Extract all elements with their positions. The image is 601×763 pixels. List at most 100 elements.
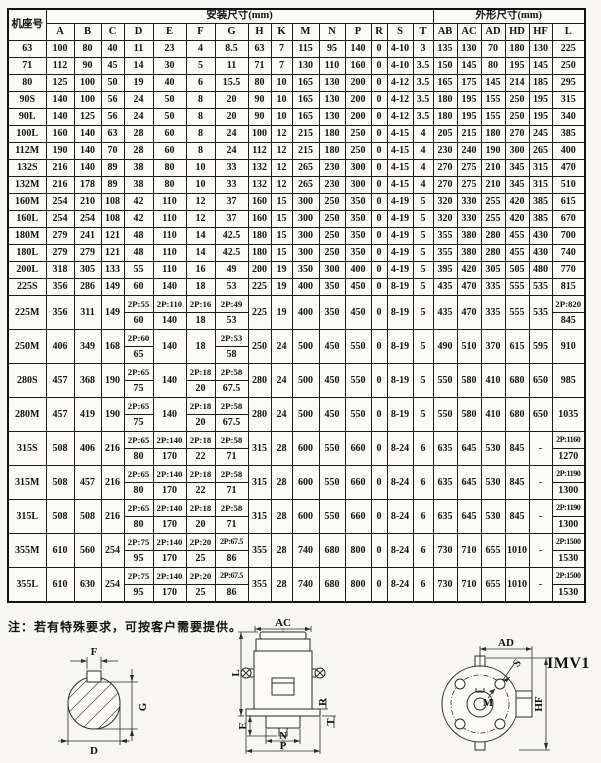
table-cell: 10 <box>270 108 293 126</box>
table-cell: 530 <box>480 499 506 534</box>
table-cell: 250 <box>318 244 346 262</box>
table-cell: 4-15 <box>386 159 414 177</box>
table-cell: 356 <box>45 295 75 330</box>
table-cell: 2P:65 <box>123 397 154 415</box>
table-cell: 28 <box>123 142 154 160</box>
table-cell: 0 <box>370 329 388 364</box>
table-cell: 230 <box>318 159 346 177</box>
frame-cell: 90L <box>7 108 47 126</box>
table-cell: 80 <box>480 57 506 75</box>
table-cell: 216 <box>100 431 125 466</box>
table-cell: 0 <box>370 278 388 296</box>
table-cell: 450 <box>344 278 372 296</box>
table-cell: 7 <box>270 40 293 58</box>
table-cell: 3 <box>412 40 434 58</box>
table-row: 100L 160 140 63 28 60 8 24 100 12 215 180 250 0 4-15 4 2… <box>7 125 586 143</box>
table-cell: 550 <box>432 363 458 398</box>
table-cell: 28 <box>270 499 293 534</box>
table-cell: 5 <box>412 363 434 398</box>
dim-label-F: F <box>91 646 98 658</box>
table-cell: 60 <box>152 142 187 160</box>
table-cell: 550 <box>318 499 346 534</box>
column-header-E: E <box>152 23 187 41</box>
column-header-AC: AC <box>456 23 482 41</box>
table-cell: 80 <box>152 176 187 194</box>
table-cell: 305 <box>73 261 102 279</box>
dim-label-HF: HF <box>533 696 545 712</box>
table-cell: 8-19 <box>386 397 414 432</box>
table-cell: 1035 <box>551 397 586 432</box>
dim-label-L: L <box>230 669 242 676</box>
table-cell: 56 <box>100 108 125 126</box>
table-cell: 190 <box>480 142 506 160</box>
table-cell: 0 <box>370 567 388 603</box>
table-cell: 2P:140 <box>152 533 187 551</box>
table-row: 280S 457 368 190 2P:65 140 2P:18 2P:58 280 24 500 4… <box>7 363 586 398</box>
table-cell: 24 <box>214 142 249 160</box>
table-cell: 680 <box>504 397 530 432</box>
table-cell: 265 <box>528 142 553 160</box>
table-row: 225S 356 286 149 60 140 18 53 225 19 400 350 450 0 8-1… <box>7 278 586 296</box>
table-cell: 400 <box>291 295 320 330</box>
table-cell: 435 <box>432 295 458 330</box>
table-cell: 110 <box>152 193 187 211</box>
table-cell: 2P:55 <box>123 295 154 313</box>
table-row: 132M 216 178 89 38 80 10 33 132 12 265 230 300 0 4-15 4… <box>7 176 586 194</box>
table-cell: 385 <box>551 125 586 143</box>
table-cell: 58 <box>214 346 249 364</box>
table-cell: 270 <box>504 125 530 143</box>
table-cell: 90 <box>247 108 272 126</box>
table-cell: 508 <box>45 499 75 534</box>
table-cell: 180 <box>318 142 346 160</box>
table-cell: 130 <box>318 74 346 92</box>
table-cell: 135 <box>432 40 458 58</box>
table-cell: 550 <box>344 397 372 432</box>
table-cell: 42.5 <box>214 244 249 262</box>
terminal-box <box>271 677 295 696</box>
table-cell: 500 <box>291 363 320 398</box>
table-cell: 555 <box>504 278 530 296</box>
table-cell: 11 <box>214 57 249 75</box>
table-cell: 38 <box>123 176 154 194</box>
bolt-hole <box>494 678 506 690</box>
table-row: 250M 406 349 168 2P:60 140 18 2P:53 250 24 500 450 5… <box>7 329 586 364</box>
table-cell: 254 <box>45 210 75 228</box>
table-cell: 10 <box>270 91 293 109</box>
table-cell: 5 <box>412 193 434 211</box>
table-cell: 216 <box>100 499 125 534</box>
table-cell: 2P:58 <box>214 431 249 449</box>
table-cell: 8 <box>185 142 216 160</box>
table-cell: 19 <box>270 261 293 279</box>
table-cell: 8-24 <box>386 431 414 466</box>
table-cell: 2P:75 <box>123 533 154 551</box>
table-cell: 4-12 <box>386 108 414 126</box>
table-cell: 75 <box>123 380 154 398</box>
table-row: 90L 140 125 56 24 50 8 20 90 10 165 130 200 0 4-12 3.5 1… <box>7 108 586 126</box>
table-cell: 457 <box>45 397 75 432</box>
table-cell: 370 <box>480 329 506 364</box>
table-cell: 730 <box>432 533 458 568</box>
table-cell: 330 <box>456 193 482 211</box>
table-cell: 210 <box>480 176 506 194</box>
table-cell: - <box>528 499 553 534</box>
table-cell: 28 <box>270 567 293 603</box>
table-cell: - <box>528 567 553 603</box>
table-cell: 300 <box>291 244 320 262</box>
table-cell: 300 <box>344 176 372 194</box>
table-cell: 180 <box>504 40 530 58</box>
table-cell: 4-19 <box>386 210 414 228</box>
table-cell: 1300 <box>551 482 586 500</box>
table-cell: 132 <box>247 176 272 194</box>
table-cell: 15 <box>270 244 293 262</box>
table-cell: 350 <box>344 210 372 228</box>
table-cell: 50 <box>152 91 187 109</box>
table-cell: 160 <box>45 125 75 143</box>
table-row: 315M 508 457 216 2P:65 2P:140 2P:18 2P:58 315 28 6… <box>7 465 586 500</box>
table-cell: 2P:16 <box>185 295 216 313</box>
keyway <box>86 670 102 683</box>
table-cell: - <box>528 465 553 500</box>
table-cell: 214 <box>504 74 530 92</box>
table-cell: 470 <box>456 295 482 330</box>
table-cell: 510 <box>551 176 586 194</box>
table-cell: 2P:18 <box>185 465 216 483</box>
